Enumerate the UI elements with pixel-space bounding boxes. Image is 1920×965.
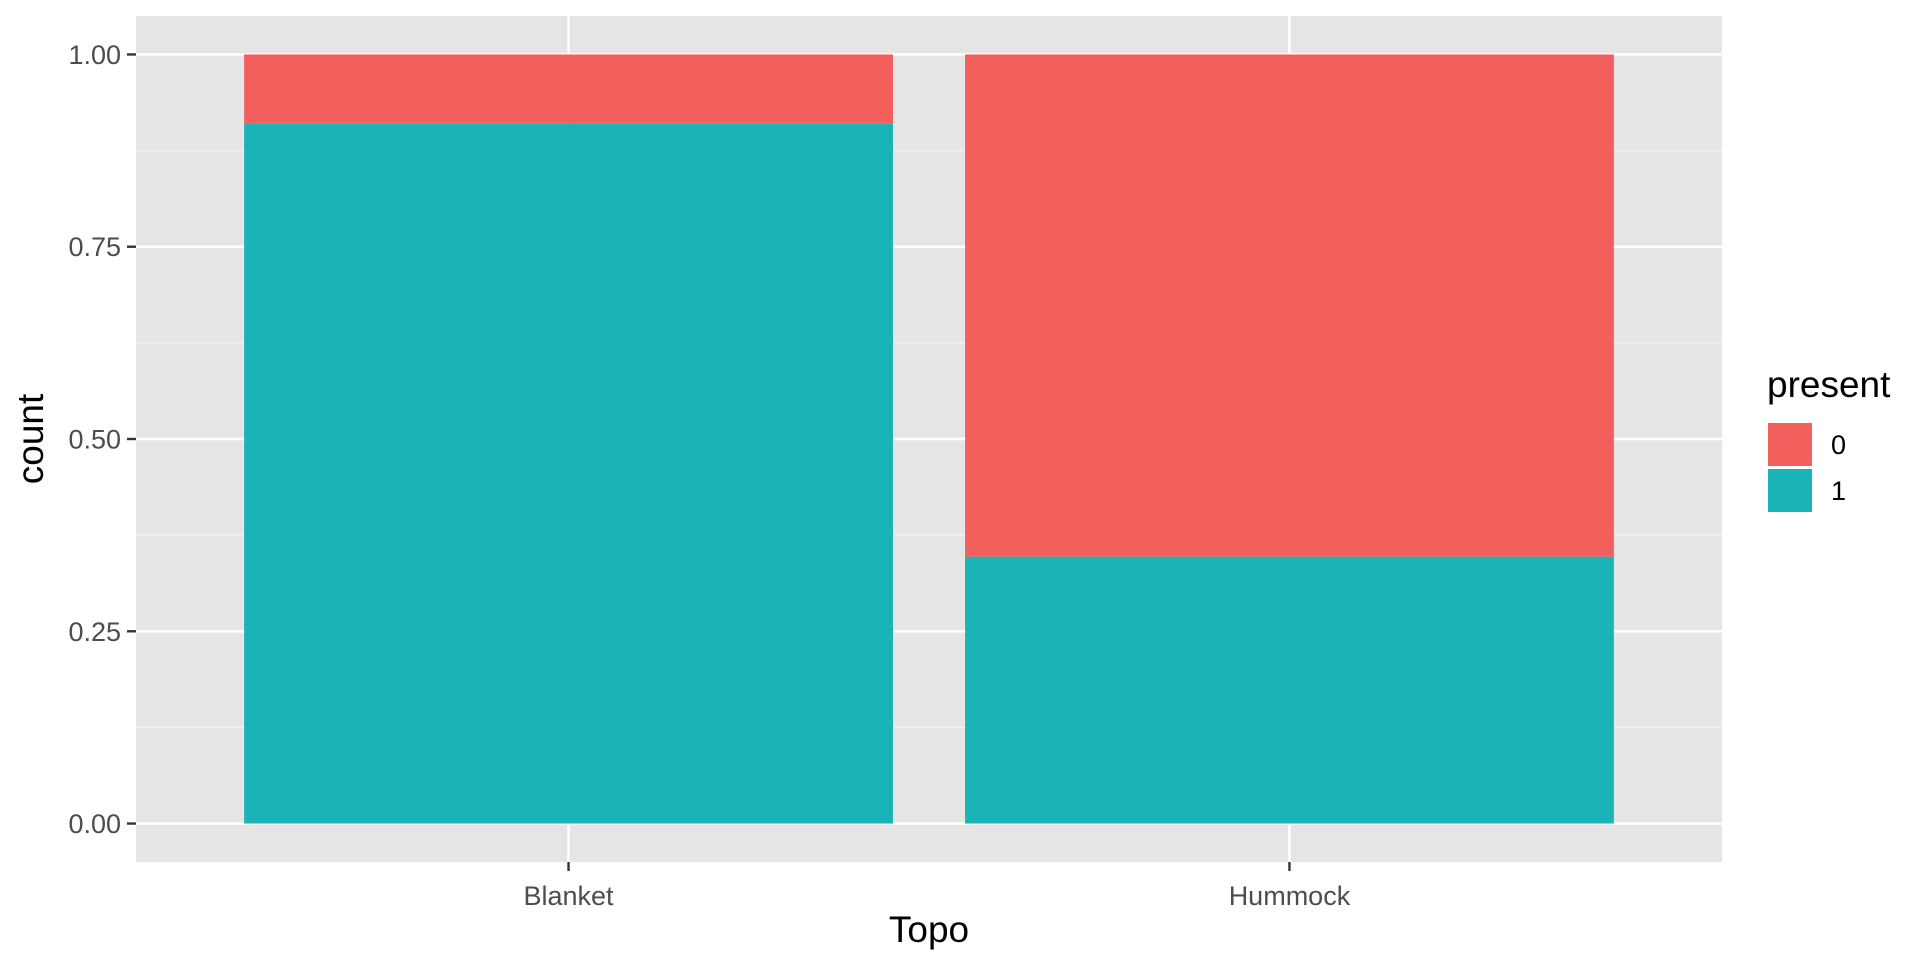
bar-blanket-present-1 (244, 123, 893, 824)
x-tick-label: Blanket (524, 881, 615, 911)
bars-layer (244, 54, 1614, 824)
legend-label-1: 1 (1831, 476, 1846, 506)
x-tick-label: Hummock (1229, 881, 1351, 911)
legend-key-0 (1768, 423, 1812, 466)
bar-blanket-present-0 (244, 54, 893, 124)
x-axis-title: Topo (889, 909, 969, 950)
bar-hummock-present-1 (965, 556, 1614, 824)
legend-title: present (1767, 364, 1891, 405)
y-tick-label: 0.25 (68, 617, 121, 647)
bar-hummock-present-0 (965, 54, 1614, 557)
y-tick-label: 0.75 (68, 232, 121, 262)
y-tick-label: 0.00 (68, 809, 121, 839)
legend: present 01 (1767, 364, 1891, 512)
legend-items: 01 (1768, 423, 1846, 512)
legend-key-1 (1768, 469, 1812, 512)
y-axis-title: count (10, 393, 51, 484)
y-tick-label: 1.00 (68, 40, 121, 70)
legend-label-0: 0 (1831, 430, 1846, 460)
axis-layer: 0.00 0.25 0.50 0.75 1.00 Blanket Hummock (68, 40, 1350, 911)
y-tick-label: 0.50 (68, 425, 121, 455)
